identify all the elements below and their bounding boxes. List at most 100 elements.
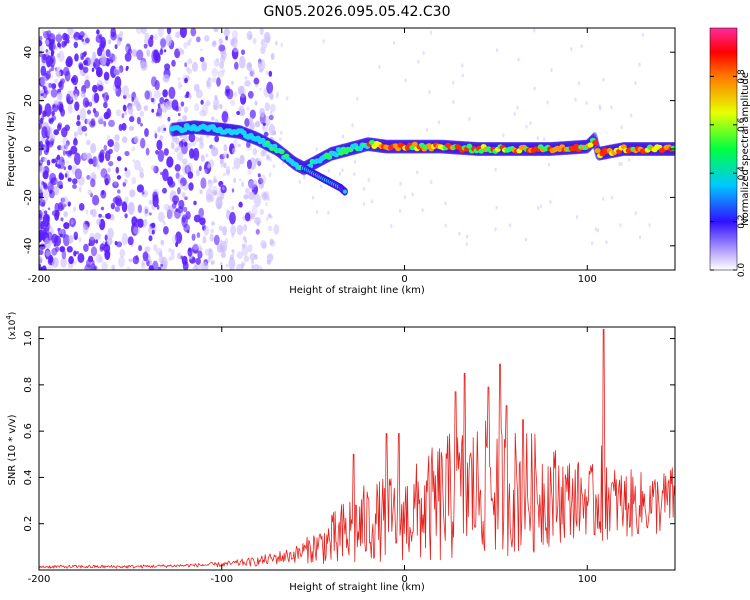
noise-blob — [99, 243, 106, 250]
noise-blob — [163, 127, 167, 131]
noise-blob — [193, 214, 201, 223]
noise-blob — [219, 104, 223, 110]
noise-blob — [212, 189, 218, 196]
noise-blob — [243, 255, 250, 262]
noise-blob — [494, 167, 497, 172]
noise-blob — [226, 209, 230, 214]
noise-blob — [39, 220, 44, 231]
noise-blob — [53, 129, 59, 136]
noise-blob — [272, 130, 276, 136]
noise-blob — [230, 225, 237, 236]
noise-blob — [634, 81, 637, 86]
noise-blob — [91, 67, 95, 73]
noise-blob — [162, 89, 168, 98]
noise-blob — [81, 38, 85, 42]
noise-blob — [187, 247, 193, 257]
noise-blob — [116, 241, 123, 248]
noise-blob — [96, 164, 100, 171]
noise-blob — [183, 42, 188, 49]
noise-blob — [206, 80, 211, 88]
noise-blob — [121, 232, 128, 246]
noise-blob — [239, 85, 246, 99]
snr-series-line — [39, 328, 675, 569]
noise-blob — [192, 147, 200, 161]
noise-blob — [129, 116, 135, 123]
noise-blob — [249, 109, 256, 119]
ridge-point — [369, 139, 375, 146]
noise-blob — [232, 166, 236, 170]
noise-blob — [437, 120, 441, 125]
noise-blob — [211, 144, 216, 151]
noise-blob — [246, 30, 253, 41]
noise-blob — [95, 239, 99, 244]
noise-blob — [236, 251, 243, 259]
noise-blob — [226, 88, 234, 100]
noise-blob — [168, 256, 172, 261]
noise-blob — [73, 95, 77, 99]
noise-blob — [159, 49, 164, 55]
noise-blob — [203, 225, 209, 236]
noise-blob — [98, 256, 104, 263]
noise-blob — [181, 158, 188, 165]
noise-blob — [132, 159, 136, 163]
noise-blob — [124, 213, 128, 219]
noise-blob — [84, 79, 91, 89]
noise-blob — [195, 136, 200, 143]
noise-blob — [48, 254, 54, 264]
noise-blob — [143, 43, 148, 49]
noise-blob — [258, 64, 261, 69]
noise-blob — [62, 32, 68, 41]
noise-blob — [217, 70, 225, 78]
noise-blob — [51, 158, 56, 164]
noise-blob — [65, 150, 68, 154]
y-tick-label: -20 — [23, 189, 34, 205]
noise-blob — [188, 133, 196, 143]
noise-blob — [162, 187, 167, 194]
noise-blob — [104, 150, 111, 162]
noise-blob — [199, 142, 204, 149]
noise-blob — [62, 150, 66, 156]
noise-blob — [113, 141, 120, 153]
noise-blob — [232, 147, 236, 154]
noise-blob — [197, 250, 203, 259]
noise-blob — [184, 196, 188, 200]
noise-blob — [41, 202, 45, 207]
noise-blob — [202, 104, 209, 117]
noise-blob — [543, 137, 546, 142]
noise-blob — [118, 124, 123, 131]
noise-blob — [508, 223, 512, 228]
noise-blob — [115, 109, 121, 117]
noise-blob — [197, 244, 202, 250]
noise-blob — [86, 118, 91, 125]
noise-blob — [127, 201, 135, 215]
noise-blob — [56, 154, 61, 160]
noise-blob — [267, 197, 270, 202]
noise-blob — [220, 191, 225, 201]
noise-blob — [103, 120, 107, 127]
noise-blob — [77, 253, 85, 263]
noise-blob — [466, 234, 469, 239]
noise-blob — [66, 246, 73, 253]
snr-x-axis: -200 -100 0 100 — [28, 327, 597, 585]
noise-blob — [351, 123, 354, 128]
noise-blob — [153, 244, 158, 252]
noise-blob — [163, 49, 167, 53]
noise-blob — [63, 222, 70, 230]
noise-blob — [99, 149, 105, 156]
noise-blob — [539, 204, 543, 209]
noise-blob — [425, 127, 429, 132]
noise-blob — [263, 131, 269, 137]
noise-blob — [59, 246, 65, 252]
noise-blob — [154, 133, 158, 139]
x-tick-label: 100 — [578, 274, 597, 285]
noise-blob — [211, 67, 218, 77]
noise-blob — [78, 236, 82, 243]
noise-blob — [266, 81, 274, 95]
noise-blob — [200, 99, 204, 105]
noise-blob — [92, 260, 95, 266]
noise-blob — [192, 265, 199, 270]
noise-blob — [51, 233, 59, 244]
noise-blob — [210, 260, 215, 265]
noise-blob — [85, 74, 90, 82]
noise-blob — [73, 231, 79, 241]
